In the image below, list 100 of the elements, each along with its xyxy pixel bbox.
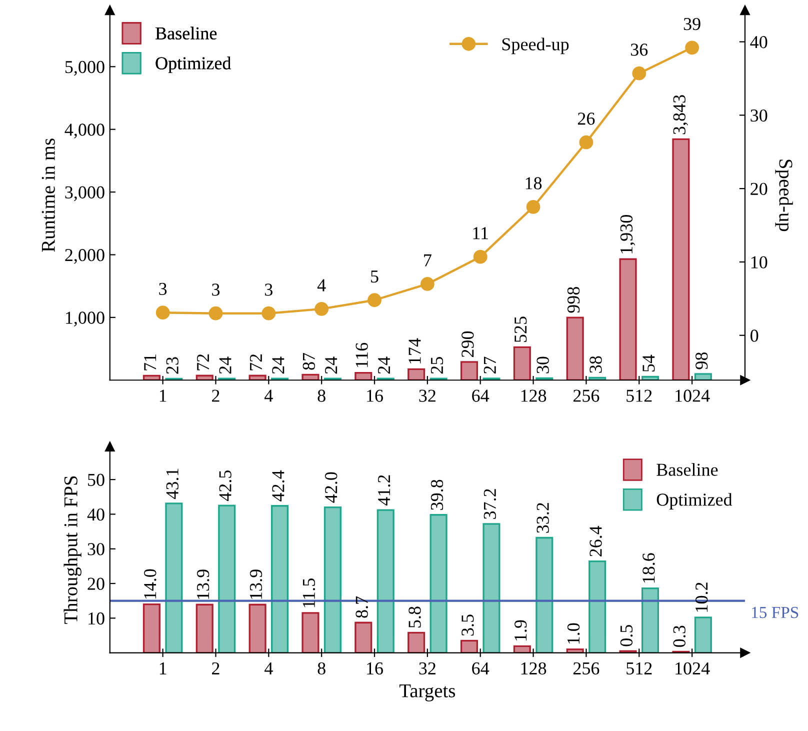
- data-label: 3: [159, 282, 167, 296]
- x-tick-label: 2: [212, 662, 220, 674]
- y-tick-label: 3,000: [65, 186, 104, 202]
- y-tick-label: 50: [88, 474, 104, 486]
- data-label: 24: [219, 356, 232, 374]
- x-tick-label: 256: [573, 390, 600, 402]
- x-tick-label: 32: [419, 662, 436, 675]
- x-tick-label: 1: [160, 390, 166, 402]
- x-tick-label: 1024: [676, 662, 710, 675]
- data-label: 5.8: [408, 606, 421, 628]
- data-label: 23: [166, 357, 178, 374]
- x-tick-label: 256: [573, 662, 600, 675]
- legend-label: Optimized: [656, 493, 732, 510]
- data-label: 18.6: [642, 553, 655, 583]
- x-tick-label: 16: [367, 390, 383, 402]
- data-label: 3: [265, 284, 272, 296]
- data-label: 42.0: [325, 472, 338, 503]
- x-tick-label: 512: [626, 662, 652, 675]
- y-tick-label: 40: [87, 508, 104, 521]
- data-label: 5: [371, 270, 378, 283]
- x-tick-label: 8: [318, 390, 326, 402]
- y2-axis-title: Speed-up: [775, 160, 793, 232]
- data-label: 1.9: [514, 620, 527, 640]
- data-label: 0.3: [673, 626, 686, 647]
- x-tick-label: 512: [626, 390, 652, 402]
- data-label: 26: [578, 112, 595, 125]
- x-tick-label: 32: [419, 390, 436, 402]
- data-label: 27: [484, 356, 496, 374]
- data-label: 116: [356, 342, 368, 368]
- x-tick-label: 1024: [676, 390, 710, 402]
- data-label: 37.2: [484, 489, 496, 519]
- data-label: 1.0: [567, 623, 580, 644]
- data-label: 24: [272, 356, 284, 374]
- data-label: 3: [212, 284, 220, 296]
- x-tick-label: 8: [318, 662, 326, 675]
- data-label: 998: [567, 286, 580, 313]
- data-label: 3,843: [673, 95, 688, 134]
- data-label: 25: [430, 357, 444, 374]
- data-label: 10.2: [696, 582, 708, 612]
- data-label: 3.5: [462, 614, 474, 636]
- y2-tick-label: 10: [751, 256, 768, 268]
- x-tick-label: 128: [521, 390, 546, 402]
- ref-line-label: 15 FPS: [752, 606, 798, 618]
- data-label: 4: [317, 279, 326, 292]
- data-label: 8.7: [356, 596, 368, 618]
- y-axis-title: Throughput in FPS: [64, 476, 82, 624]
- x-tick-label: 64: [472, 662, 490, 675]
- data-label: 87: [302, 352, 315, 370]
- x-tick-label: 4: [264, 390, 273, 402]
- data-label: 24: [378, 356, 390, 374]
- legend-label: Baseline: [656, 463, 718, 476]
- data-label: 13.9: [250, 570, 262, 599]
- y-tick-label: 30: [88, 543, 104, 556]
- x-tick-label: 64: [472, 390, 490, 402]
- data-label: 7: [424, 254, 432, 266]
- data-label: 41.2: [378, 475, 390, 506]
- data-label: 11.5: [302, 578, 316, 608]
- data-label: 24: [325, 356, 338, 374]
- y-tick-label: 10: [88, 612, 104, 625]
- x-tick-label: 16: [367, 662, 383, 675]
- data-label: 39.8: [430, 480, 444, 510]
- data-label: 14.0: [144, 569, 156, 599]
- data-label: 72: [250, 354, 262, 370]
- data-label: 71: [144, 354, 156, 370]
- data-label: 43.1: [166, 468, 179, 499]
- legend-label: Speed-up: [502, 38, 569, 54]
- data-label: 30: [536, 356, 549, 374]
- legend-label: Baseline: [156, 26, 217, 40]
- data-label: 54: [642, 354, 655, 372]
- y-tick-label: 1,000: [66, 312, 104, 326]
- y2-tick-label: 20: [750, 182, 768, 196]
- y-axis-title: Runtime in ms: [42, 138, 55, 252]
- y2-tick-label: 40: [750, 36, 768, 48]
- data-label: 1,930: [620, 215, 636, 254]
- data-label: 18: [526, 177, 542, 190]
- x-tick-label: 2: [212, 390, 220, 402]
- y2-tick-label: 30: [750, 109, 768, 122]
- data-label: 72: [197, 354, 209, 370]
- data-label: 525: [514, 316, 527, 342]
- data-label: 42.4: [272, 470, 284, 502]
- x-tick-label: 128: [521, 662, 546, 675]
- data-label: 174: [408, 338, 421, 364]
- x-tick-label: 4: [264, 662, 273, 674]
- data-label: 39: [684, 18, 700, 30]
- data-label: 11: [473, 227, 488, 240]
- legend-label: Optimized: [156, 56, 232, 74]
- y-tick-label: 20: [88, 578, 104, 590]
- data-label: 290: [462, 331, 474, 357]
- data-label: 38: [590, 356, 602, 373]
- y-tick-label: 4,000: [64, 124, 104, 138]
- x-tick-label: 1: [160, 662, 166, 674]
- data-label: 13.9: [197, 570, 210, 599]
- data-label: 26.4: [590, 526, 602, 556]
- y-tick-label: 5,000: [65, 60, 104, 76]
- data-label: 42.5: [219, 470, 232, 502]
- data-label: 0.5: [620, 625, 633, 646]
- data-label: 33.2: [536, 502, 549, 533]
- y-tick-label: 2,000: [65, 248, 104, 264]
- data-label: 36: [630, 44, 648, 56]
- y2-tick-label: 0: [750, 330, 758, 342]
